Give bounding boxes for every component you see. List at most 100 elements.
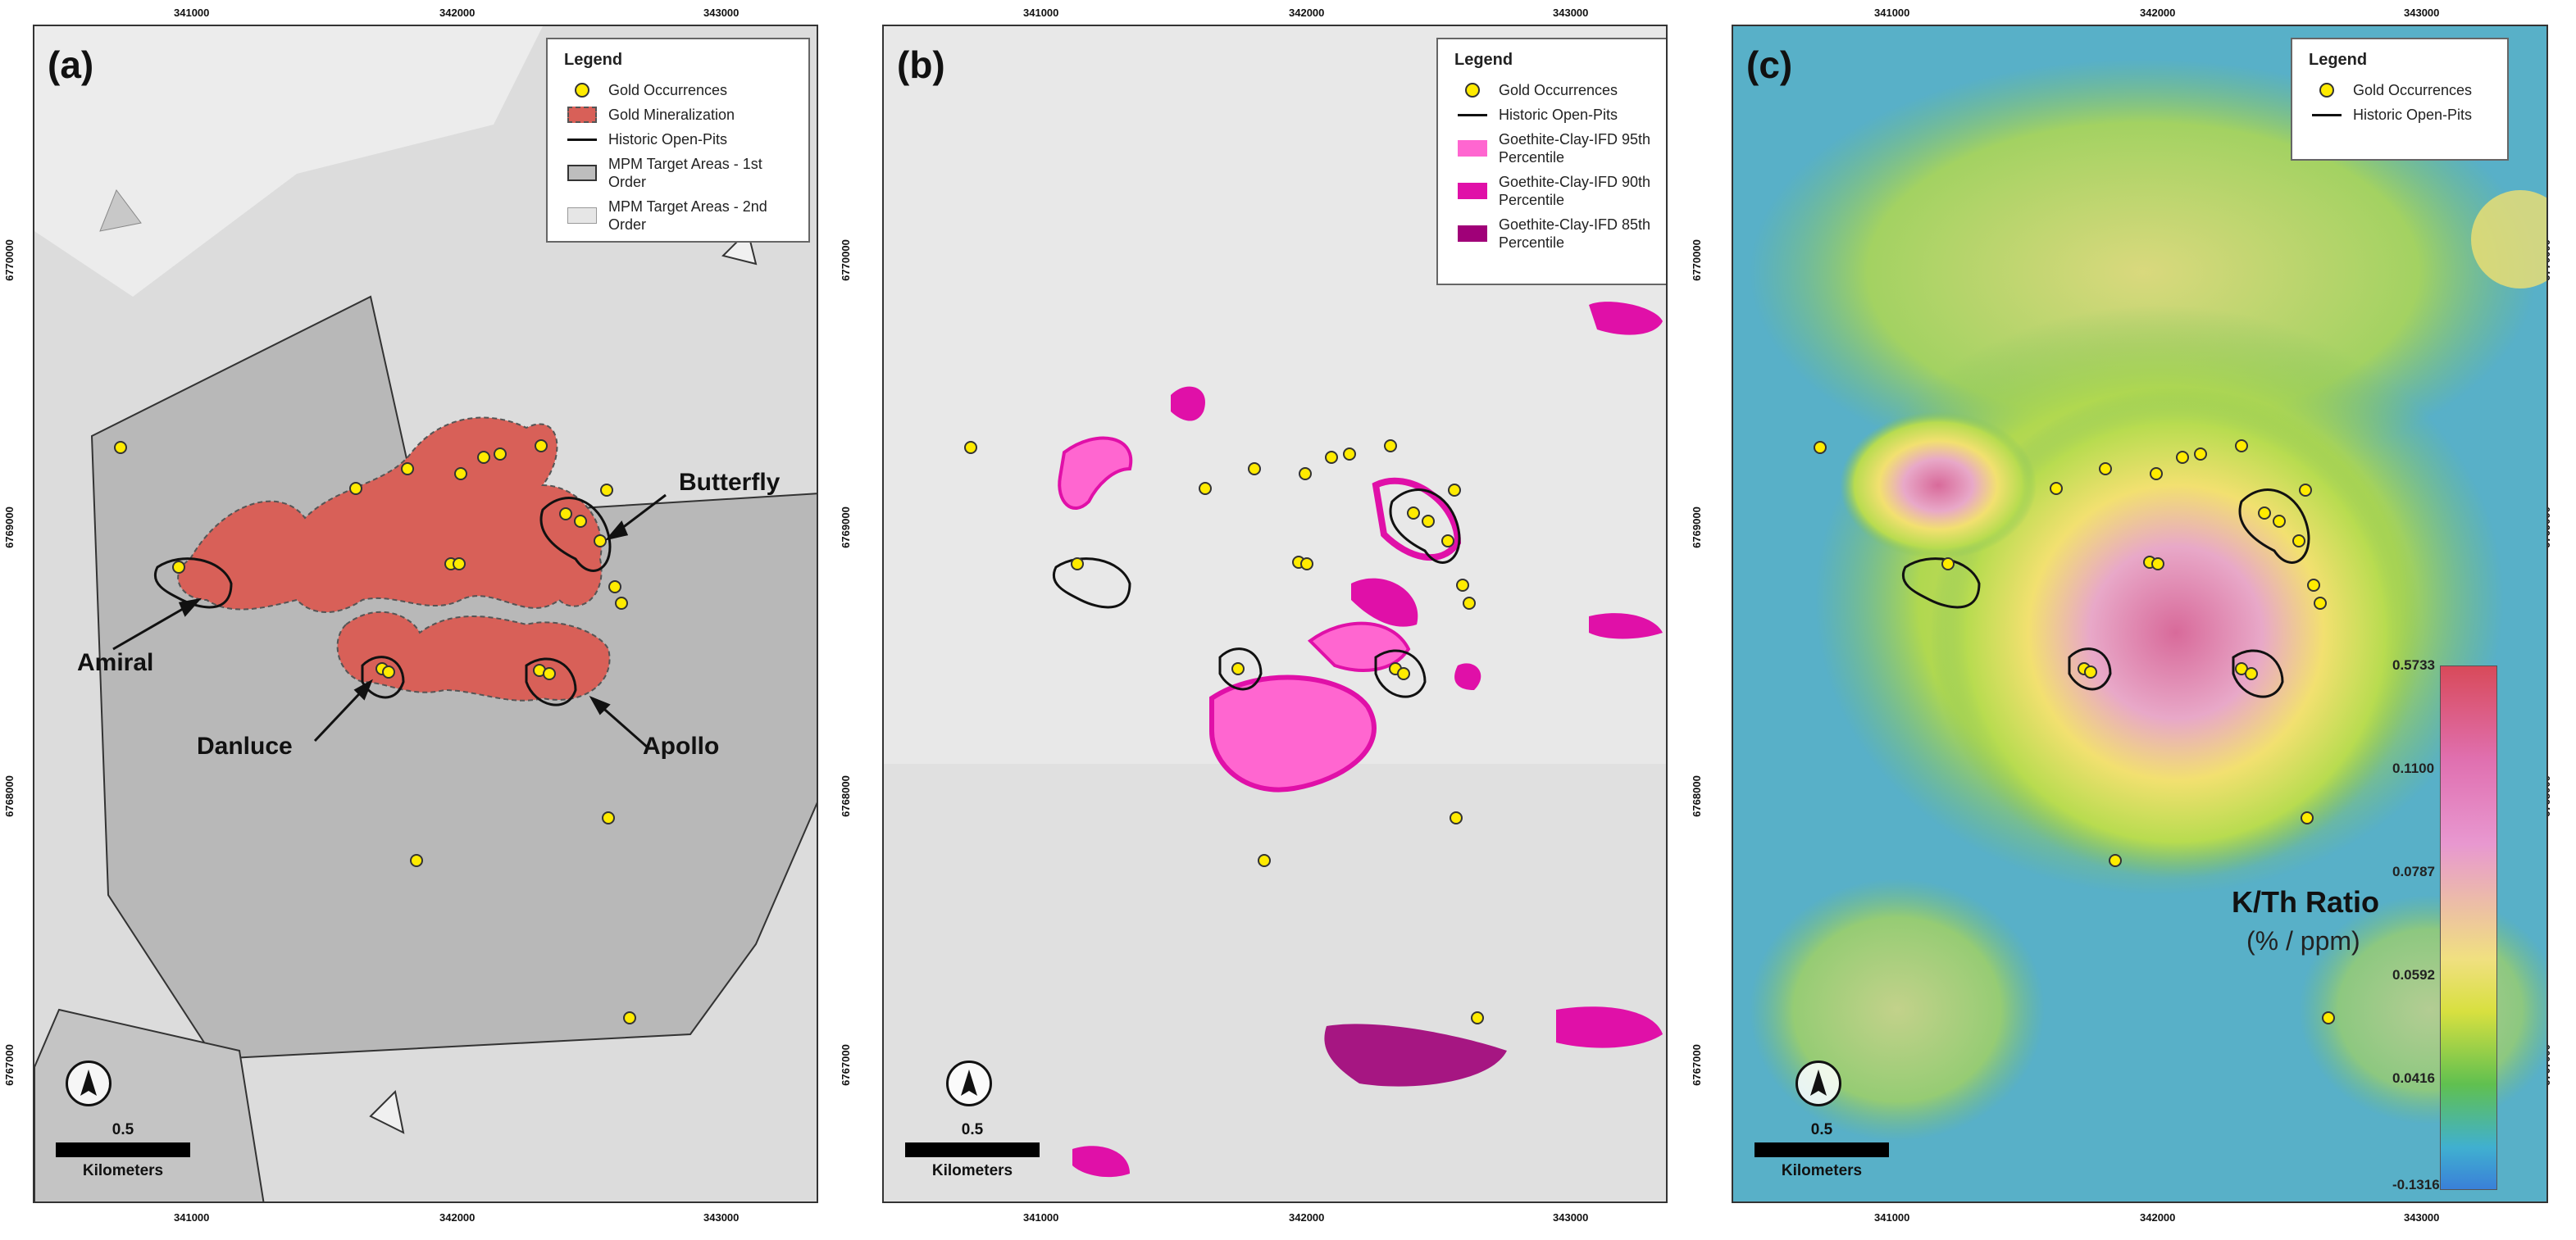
gold-occurrence-point — [2299, 484, 2312, 497]
northing-label: 6767000 — [839, 1044, 852, 1086]
gold-occurrence-point — [477, 451, 490, 464]
gold-occurrence-point — [172, 561, 185, 574]
gold-occurrence-point — [1397, 667, 1410, 680]
colorbar-tick: 0.5733 — [2392, 657, 2435, 673]
percentile-85-symbol-icon — [1454, 225, 1491, 243]
northing-label: 6769000 — [2, 506, 16, 548]
northing-label: 6769000 — [839, 506, 852, 548]
gold-occurrence-point — [2235, 439, 2248, 452]
easting-label-bottom: 342000 — [2140, 1211, 2176, 1224]
gold-occurrence-point — [600, 484, 613, 497]
legend-label: Goethite-Clay-IFD 95th Percentile — [1499, 131, 1651, 166]
callout-danluce: Danluce — [197, 733, 293, 760]
easting-label-bottom: 343000 — [703, 1211, 740, 1224]
gold-occurrence-point — [535, 439, 548, 452]
legend-item-85th: Goethite-Clay-IFD 85th Percentile — [1454, 216, 1666, 252]
gold-occurrence-symbol-icon — [2309, 81, 2345, 99]
northing-label: 6770000 — [2, 239, 16, 281]
legend-label: Historic Open-Pits — [1499, 107, 1618, 123]
legend-item-90th: Goethite-Clay-IFD 90th Percentile — [1454, 173, 1666, 209]
goethite-clay-anomalies — [1058, 302, 1663, 1178]
colorbar-title: K/Th Ratio — [2232, 885, 2379, 919]
easting-label-top: 343000 — [2404, 7, 2440, 19]
open-pit-symbol-icon — [1454, 106, 1491, 124]
legend-title: Legend — [1454, 51, 1513, 69]
gold-occurrence-point — [608, 580, 621, 593]
open-pit-symbol-icon — [564, 130, 600, 148]
easting-label-top: 341000 — [174, 7, 210, 19]
gold-occurrence-point — [1471, 1011, 1484, 1024]
gold-occurrence-point — [2258, 506, 2271, 520]
gold-occurrence-point — [615, 597, 628, 610]
legend-label: Historic Open-Pits — [608, 131, 728, 148]
scale-value: 0.5 — [1810, 1121, 1833, 1138]
easting-label-top: 343000 — [703, 7, 740, 19]
gold-occurrence-point — [2109, 854, 2122, 867]
gold-occurrence-point — [1814, 441, 1827, 454]
gold-occurrence-point — [453, 557, 466, 570]
historic-open-pit — [2068, 647, 2112, 691]
scale-value: 0.5 — [961, 1121, 984, 1138]
mineralization-symbol-icon — [564, 106, 600, 124]
percentile-95-symbol-icon — [1454, 139, 1491, 157]
easting-label-bottom: 342000 — [439, 1211, 476, 1224]
gold-occurrence-point — [2292, 534, 2305, 547]
legend-label: Goethite-Clay-IFD 85th Percentile — [1499, 216, 1651, 251]
easting-label-bottom: 341000 — [1023, 1211, 1059, 1224]
gold-occurrence-point — [2245, 667, 2258, 680]
historic-open-pit — [1389, 488, 1461, 564]
historic-open-pit — [2232, 649, 2284, 698]
gold-occurrence-point — [2151, 557, 2164, 570]
map-panel-a: (a) Butterfly Amiral Danluce Apollo Lege… — [33, 25, 818, 1203]
colorbar-tick: 0.0787 — [2392, 864, 2435, 879]
scale-unit: Kilometers — [931, 1162, 1013, 1179]
gold-occurrence-point — [2050, 482, 2063, 495]
scale-value: 0.5 — [112, 1121, 134, 1138]
legend-label: Gold Occurrences — [1499, 82, 1618, 98]
gold-occurrence-point — [2273, 515, 2286, 528]
callout-apollo: Apollo — [643, 733, 720, 760]
gold-occurrence-point — [559, 507, 572, 520]
gold-occurrence-point — [1422, 515, 1435, 528]
gold-occurrence-point — [2194, 447, 2207, 461]
north-arrow-icon — [1795, 1061, 1841, 1106]
gold-occurrences — [114, 439, 636, 1024]
easting-label-top: 341000 — [1023, 7, 1059, 19]
gold-occurrence-point — [2176, 451, 2189, 464]
northing-label: 6769000 — [1690, 506, 1703, 548]
historic-open-pit — [1218, 647, 1263, 691]
kth-ratio-map — [1733, 26, 2546, 1201]
gold-occurrence-point — [454, 467, 467, 480]
target-2nd-symbol-icon — [564, 207, 600, 225]
legend-label: Historic Open-Pits — [2353, 107, 2473, 123]
gold-occurrence-point — [2314, 597, 2327, 610]
butterfly-arrowhead — [604, 520, 629, 541]
legend-panel-c: Legend Gold Occurrences Historic Open-Pi… — [2291, 38, 2509, 161]
percentile-90-symbol-icon — [1454, 182, 1491, 200]
gold-occurrence-point — [1450, 811, 1463, 824]
easting-label-bottom: 343000 — [2404, 1211, 2440, 1224]
colorbar-tick: -0.1316 — [2392, 1177, 2440, 1192]
apollo-arrowhead — [589, 696, 611, 715]
gold-occurrence-point — [2322, 1011, 2335, 1024]
northing-label: 6768000 — [2, 775, 16, 817]
amiral-arrowhead — [178, 597, 203, 617]
gold-occurrence-point — [2307, 579, 2320, 592]
easting-label-bottom: 343000 — [1553, 1211, 1589, 1224]
gold-occurrence-symbol-icon — [1454, 81, 1491, 99]
legend-label: Gold Occurrences — [2353, 82, 2473, 98]
easting-label-top: 343000 — [1553, 7, 1589, 19]
scale-bar-graphic — [1755, 1142, 1889, 1157]
kth-colorbar — [2440, 665, 2497, 1190]
historic-open-pit — [525, 657, 577, 706]
gold-mineralization-zone — [336, 611, 611, 702]
legend-item-open-pits: Historic Open-Pits — [564, 130, 792, 148]
legend-label: MPM Target Areas - 1st Order — [608, 156, 762, 190]
callout-butterfly: Butterfly — [679, 469, 781, 496]
callout-arrows — [112, 493, 667, 749]
legend-item-open-pits: Historic Open-Pits — [2309, 106, 2491, 124]
colorbar-tick: 0.1100 — [2392, 761, 2435, 776]
northing-label: 6768000 — [839, 775, 852, 817]
gold-occurrence-point — [401, 462, 414, 475]
easting-label-bottom: 341000 — [1874, 1211, 1910, 1224]
